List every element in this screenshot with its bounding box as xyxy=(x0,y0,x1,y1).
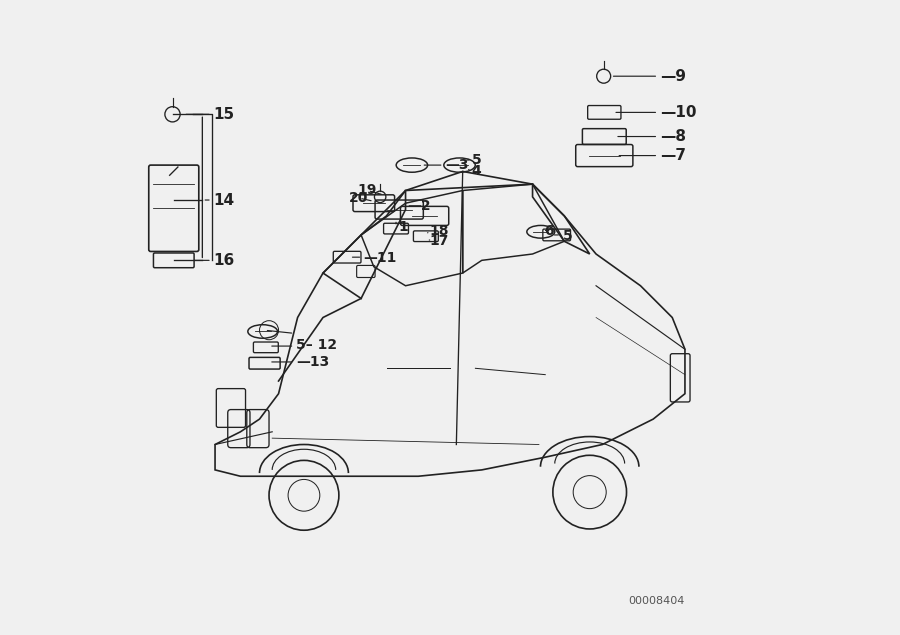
Text: 5: 5 xyxy=(563,229,572,243)
Text: 15: 15 xyxy=(214,107,235,122)
Text: 16: 16 xyxy=(214,253,235,268)
Text: 19: 19 xyxy=(357,184,377,197)
Text: 00008404: 00008404 xyxy=(628,596,685,606)
Text: 18: 18 xyxy=(429,224,448,237)
Text: —3: —3 xyxy=(445,158,468,172)
Text: —11: —11 xyxy=(364,251,397,265)
Text: 4: 4 xyxy=(472,164,482,178)
Text: —2: —2 xyxy=(407,199,430,213)
Text: 20: 20 xyxy=(348,191,368,205)
Text: —8: —8 xyxy=(661,129,686,144)
Text: —10: —10 xyxy=(661,105,697,120)
Text: 1: 1 xyxy=(399,220,409,234)
Text: 17: 17 xyxy=(429,234,448,248)
Text: —9: —9 xyxy=(661,69,686,84)
Text: —7: —7 xyxy=(661,148,686,163)
Text: 6: 6 xyxy=(544,224,554,237)
Text: —13: —13 xyxy=(296,355,329,369)
Text: 5– 12: 5– 12 xyxy=(296,338,338,352)
Text: 5: 5 xyxy=(472,153,482,167)
Text: 14: 14 xyxy=(214,192,235,208)
